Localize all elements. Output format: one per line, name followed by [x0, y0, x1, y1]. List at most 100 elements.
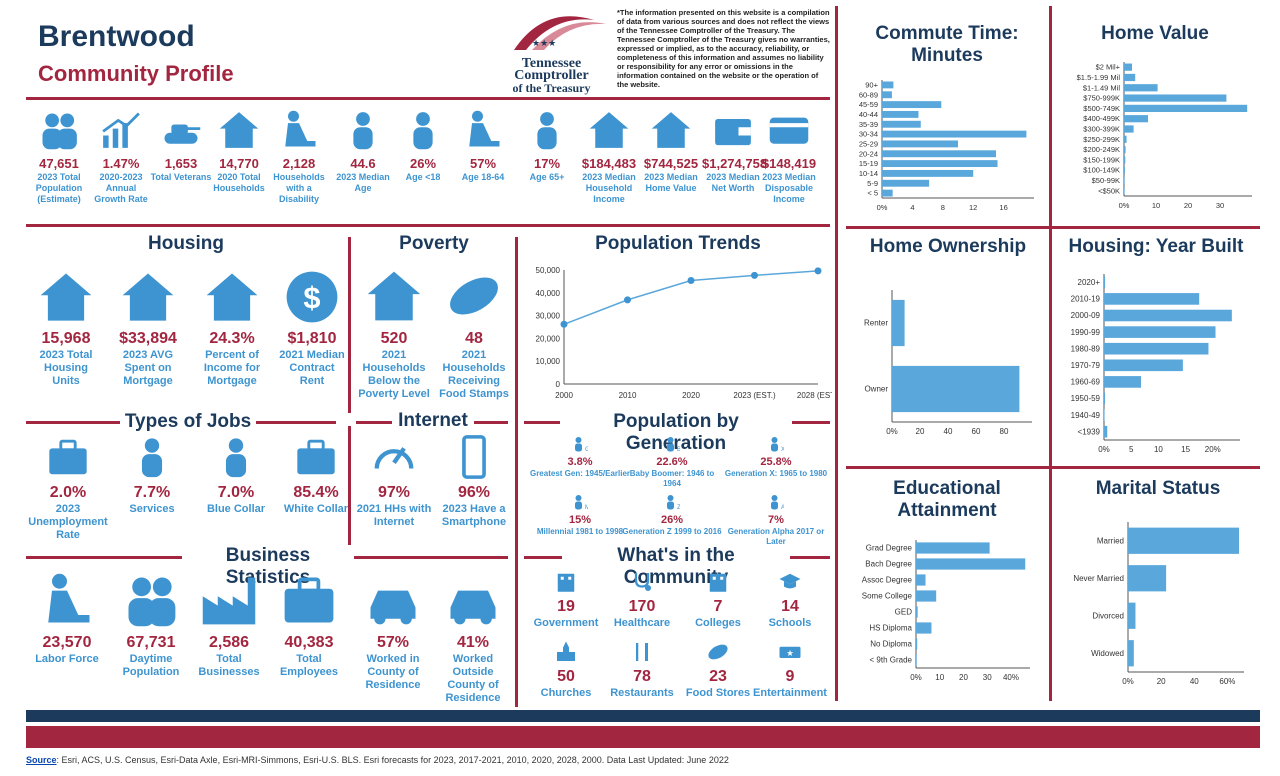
bar [1128, 640, 1134, 667]
bar [916, 654, 917, 666]
tick-label: 80 [1000, 427, 1009, 436]
source-link[interactable]: Source [26, 755, 57, 765]
community-label: Colleges [695, 617, 741, 629]
bar [1124, 73, 1136, 82]
y-tick-label: 0 [556, 380, 561, 389]
stat-label: Worked in County of Residence [365, 653, 421, 691]
category-label: Renter [864, 319, 888, 328]
stat-label: White Collar [283, 503, 349, 515]
family-house-icon [367, 271, 421, 321]
bar [1104, 342, 1209, 355]
category-label: $200-249K [1083, 145, 1120, 154]
category-label: No Diploma [870, 640, 912, 649]
community-item: 7 Colleges [680, 570, 756, 630]
community-label: Restaurants [610, 687, 674, 699]
community-label: Churches [540, 687, 592, 699]
bar [1124, 63, 1132, 71]
generation-person-icon: Z [667, 495, 680, 510]
stat-value: 40,383 [284, 634, 334, 651]
page-subtitle: Community Profile [38, 61, 234, 86]
category-label: 1960-69 [1071, 378, 1101, 387]
community-value: 14 [781, 598, 799, 615]
bar [882, 120, 921, 128]
tick-label: 4 [910, 203, 914, 212]
tick-label: 20 [959, 673, 968, 682]
category-label: $150-199K [1083, 155, 1120, 164]
community-item: 14 Schools [752, 570, 828, 630]
stat-label: Total Businesses [198, 653, 260, 678]
generation-item: G 3.8%Greatest Gen: 1945/Earlier [528, 436, 632, 479]
svg-text:★★★: ★★★ [532, 38, 556, 48]
bar [916, 638, 918, 650]
data-point [814, 267, 822, 275]
generation-value: 15% [568, 514, 592, 526]
community-title: What's in the Community [562, 545, 790, 589]
bar [1128, 565, 1167, 592]
generation-letter: G [585, 447, 588, 452]
white-collar-icon [297, 439, 335, 475]
tick-label: 0% [1119, 201, 1130, 210]
community-value: 9 [785, 668, 795, 685]
stat-value: 57% [469, 156, 497, 171]
generation-letter: B [677, 447, 680, 452]
tick-label: 30 [1216, 201, 1224, 210]
bar [1124, 187, 1125, 195]
stat-value: $744,525 [643, 156, 699, 171]
community-label: Schools [768, 617, 812, 629]
stat-item: 97% 2021 HHs with Internet [356, 434, 432, 529]
divider [348, 237, 351, 413]
bar [916, 574, 926, 586]
category-label: $1.5-1.99 Mil [1077, 73, 1121, 82]
percent-house-icon [206, 273, 258, 321]
stat-label: Age 18-64 [461, 172, 505, 182]
stat-label: 2021 HHs with Internet [356, 503, 432, 528]
divider [26, 97, 830, 100]
x-tick-label: 2000 [555, 391, 573, 400]
stat-item: $148,419 2023 Median Disposable Income [758, 108, 820, 205]
category-label: $500-749K [1083, 104, 1120, 113]
stat-label: 2023 Median Home Value [644, 172, 698, 193]
bar [1104, 425, 1108, 438]
comptroller-logo: ★★★ Tennessee Comptroller of the Treasur… [494, 10, 609, 95]
category-label: < 5 [867, 189, 878, 198]
category-label: 45-59 [859, 100, 878, 109]
category-label: Grad Degree [866, 544, 913, 553]
car-icon [450, 590, 496, 625]
education-title: Educational Attainment [872, 478, 1022, 522]
category-label: 2010-19 [1071, 295, 1101, 304]
category-label: $300-399K [1083, 125, 1120, 134]
blue-collar-icon [225, 438, 247, 478]
bar [1104, 376, 1141, 388]
tick-label: 10 [1152, 201, 1160, 210]
stat-value: $148,419 [761, 156, 817, 171]
category-label: 1970-79 [1071, 361, 1101, 370]
home-value-title: Home Value [1080, 23, 1230, 45]
source-note: Source: Esri, ACS, U.S. Census, Esri-Dat… [26, 755, 729, 765]
stat-label: Percent of Income for Mortgage [203, 349, 261, 387]
x-tick-label: 2020 [682, 391, 700, 400]
stat-item: 23,570 Labor Force [28, 570, 106, 666]
category-label: Widowed [1091, 649, 1124, 658]
bar [916, 606, 918, 618]
stat-label: 2023 Have a Smartphone [441, 503, 507, 528]
stat-item: 96% 2023 Have a Smartphone [436, 434, 512, 529]
stat-item: 24.3% Percent of Income for Mortgage [196, 268, 268, 388]
bar [1124, 104, 1248, 112]
bread-icon [708, 644, 728, 660]
stat-value: 44.6 [350, 156, 376, 171]
stat-value: 2.0% [49, 484, 87, 501]
community-item: 23 Food Stores [680, 640, 756, 700]
divider [846, 466, 1260, 469]
stat-label: 2021 Households Below the Poverty Level [358, 349, 430, 400]
business-title: Business Statistics [182, 545, 354, 589]
category-label: 90+ [865, 80, 878, 89]
city-title: Brentwood [38, 20, 195, 53]
stat-item: 7.0% Blue Collar [196, 434, 276, 516]
community-label: Government [533, 617, 599, 629]
generation-value: 22.6% [656, 456, 688, 468]
category-label: Divorced [1092, 611, 1124, 620]
community-value: 19 [557, 598, 575, 615]
generation-item: B 22.6%Baby Boomer: 1946 to 1964 [620, 436, 724, 489]
category-label: GED [895, 608, 913, 617]
bar [1104, 359, 1183, 372]
